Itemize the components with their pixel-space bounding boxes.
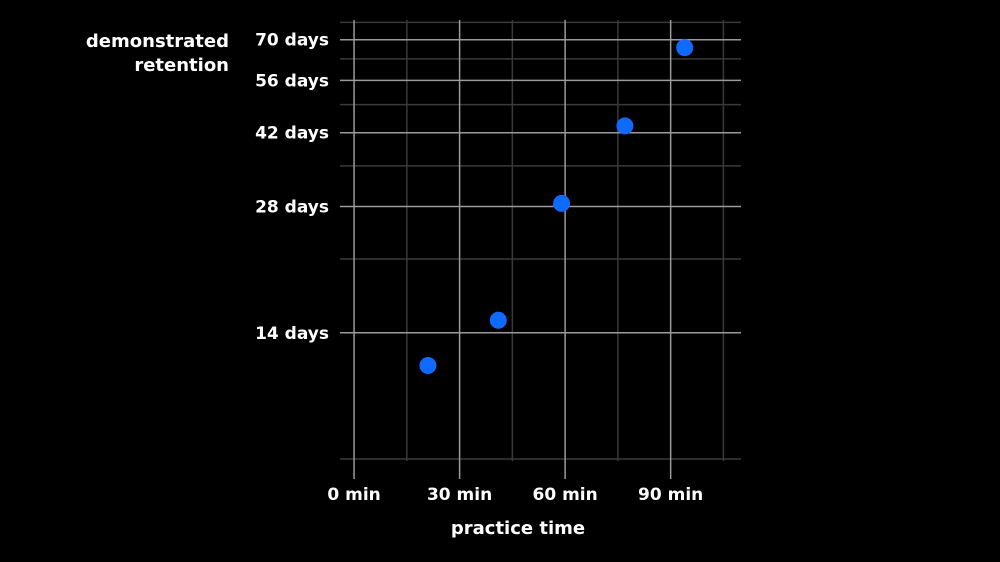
y-tick-label: 42 days (255, 124, 329, 144)
data-point (676, 39, 694, 57)
y-axis-label: demonstrated retention (85, 31, 229, 76)
y-tick-label: 56 days (255, 71, 329, 91)
data-point (419, 356, 437, 374)
data-point (616, 117, 634, 135)
y-tick-label: 28 days (255, 198, 329, 218)
x-tick-label: 30 min (427, 485, 492, 505)
x-tick-label: 60 min (533, 485, 598, 505)
x-axis-label: practice time (450, 518, 586, 539)
x-tick-label: 0 min (327, 485, 380, 505)
x-tick-label: 90 min (638, 485, 703, 505)
data-point (489, 311, 507, 329)
y-tick-label: 14 days (255, 324, 329, 344)
y-tick-label: 70 days (255, 31, 329, 51)
data-point (553, 194, 571, 212)
